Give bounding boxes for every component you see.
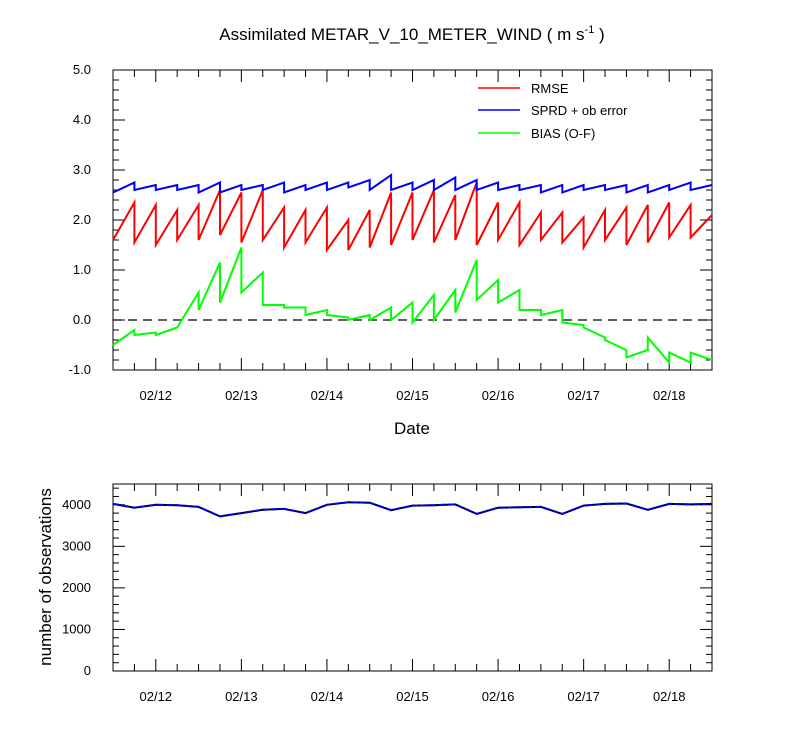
x-tick-label: 02/17 [567,388,600,403]
x-tick-label: 02/13 [225,388,258,403]
bottom-plot-frame [112,483,713,672]
series-line-0 [112,182,713,254]
legend-label-rmse: RMSE [531,81,569,96]
chart-title-end: ) [594,25,604,44]
top-y-ticks: -1.0 0.0 1.0 2.0 3.0 4.0 5.0 [69,62,712,377]
x-axis-title: Date [394,419,430,438]
x-tick-label: 02/12 [140,689,173,704]
x-tick-label: 02/16 [482,689,515,704]
x-tick-label: 02/12 [140,388,173,403]
y-tick-label: 0.0 [73,312,91,327]
legend-label-bias: BIAS (O-F) [531,126,595,141]
y-tick-label: 1.0 [73,262,91,277]
error-stats-panel: 02/12 02/13 02/14 02/15 02/16 02/17 02/18 -1.0… [69,62,713,438]
legend: RMSE SPRD + ob error BIAS (O-F) [478,81,628,141]
y-tick-label: 3000 [62,538,91,553]
y-axis-title-observations: number of observations [36,488,55,666]
x-tick-label: 02/14 [311,388,344,403]
y-tick-label: -1.0 [69,362,91,377]
y-tick-label: 4000 [62,497,91,512]
y-tick-label: 1000 [62,621,91,636]
y-tick-label: 5.0 [73,62,91,77]
top-x-ticks: 02/12 02/13 02/14 02/15 02/16 02/17 02/18 [112,70,713,403]
y-tick-label: 2.0 [73,212,91,227]
observation-count-panel: 02/12 02/13 02/14 02/15 02/16 02/17 02/18 0 100… [36,483,713,704]
series-line-2 [112,247,713,366]
bottom-y-ticks: 0 1000 2000 3000 4000 [62,487,712,678]
x-tick-label: 02/14 [311,689,344,704]
series-line-1 [112,173,713,195]
x-tick-label: 02/16 [482,388,515,403]
chart-title-main: Assimilated METAR_V_10_METER_WIND ( m s [219,25,584,44]
bottom-x-ticks: 02/12 02/13 02/14 02/15 02/16 02/17 02/18 [112,484,713,704]
chart-title: Assimilated METAR_V_10_METER_WIND ( m s-… [219,24,604,44]
y-tick-label: 2000 [62,580,91,595]
series-line-0 [112,501,713,518]
observation-count-lines [112,501,713,518]
x-tick-label: 02/18 [653,689,686,704]
y-tick-label: 3.0 [73,162,91,177]
x-tick-label: 02/15 [396,388,429,403]
error-series-lines [112,173,713,366]
x-tick-label: 02/17 [567,689,600,704]
x-tick-label: 02/13 [225,689,258,704]
legend-label-spread: SPRD + ob error [531,103,628,118]
y-tick-label: 4.0 [73,112,91,127]
chart-title-superscript: -1 [585,24,595,36]
x-tick-label: 02/18 [653,388,686,403]
x-tick-label: 02/15 [396,689,429,704]
y-tick-label: 0 [84,663,91,678]
